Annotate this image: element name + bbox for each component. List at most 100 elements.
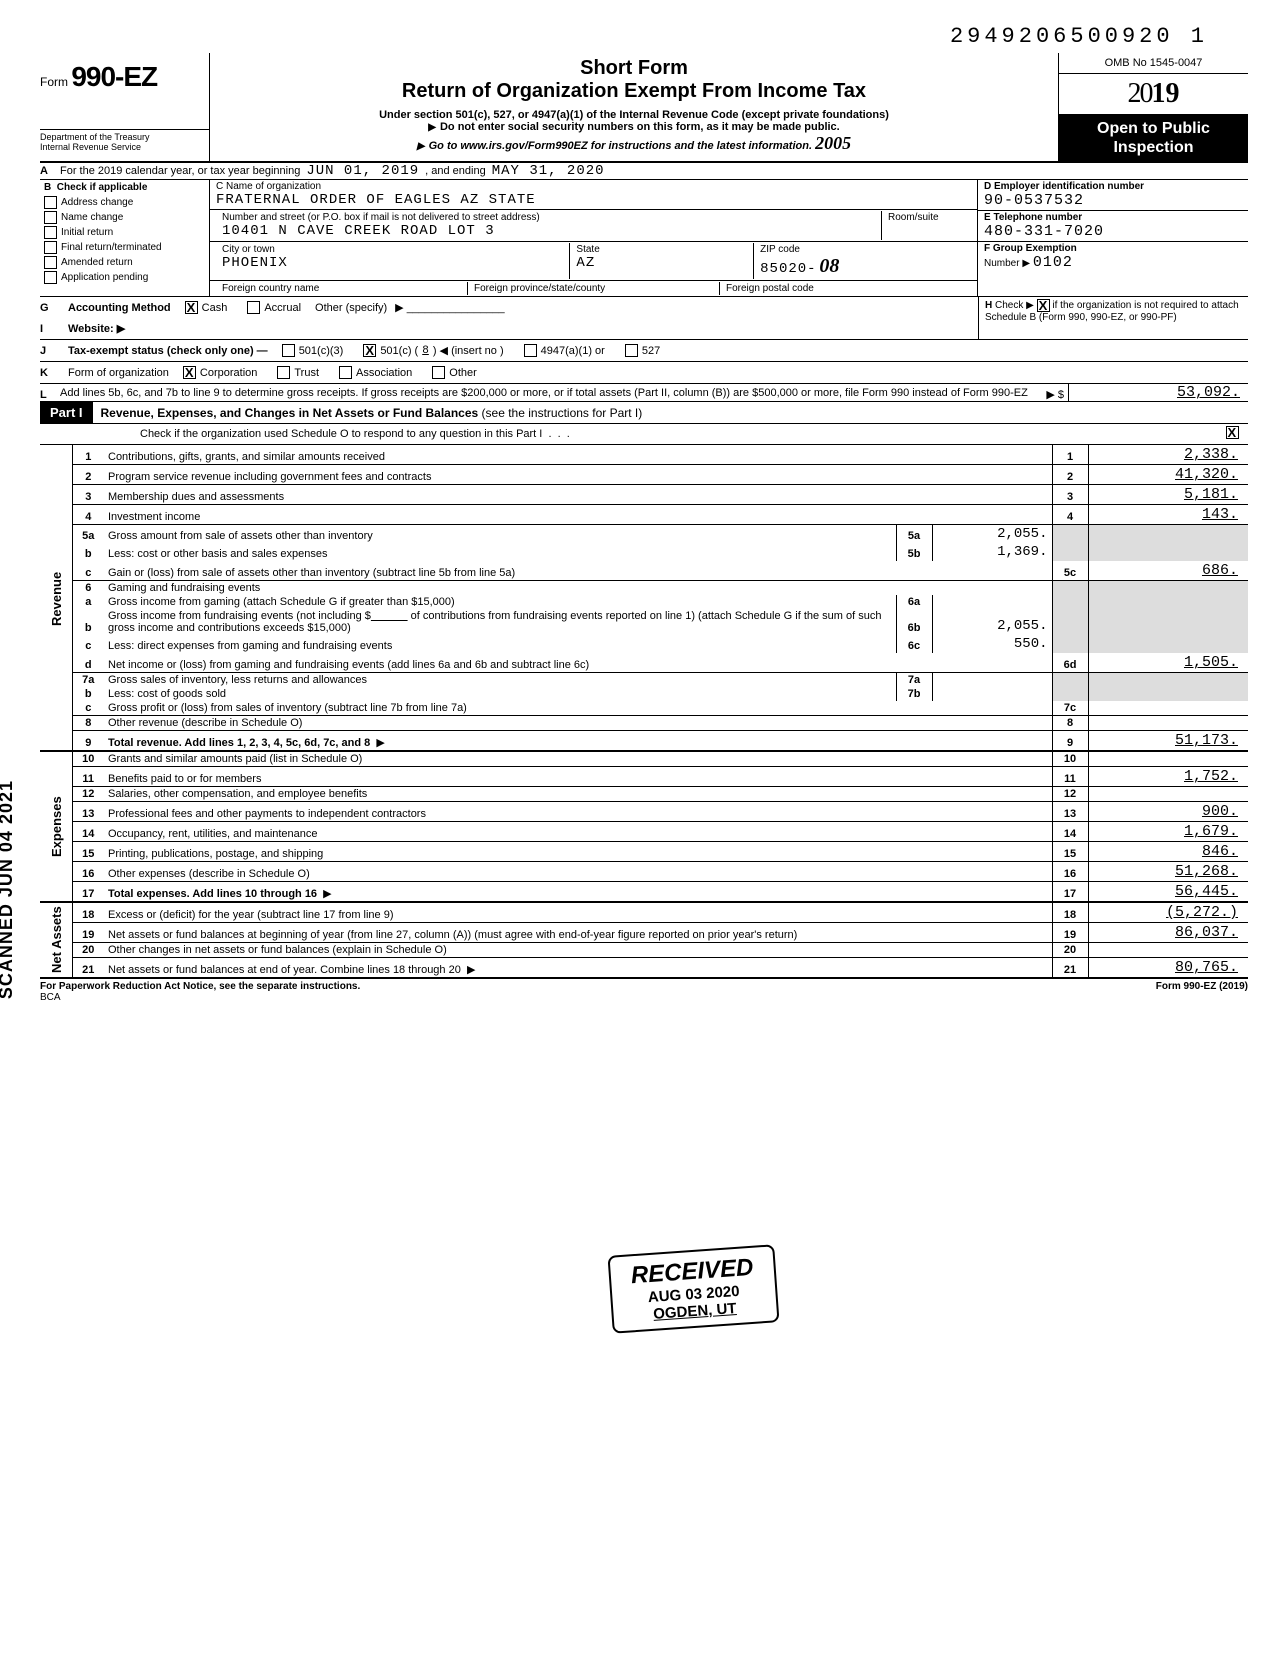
row-a-text-mid: , and ending <box>425 165 486 177</box>
received-date: AUG 03 2020 <box>632 1282 756 1308</box>
line-7a-amount <box>932 673 1052 688</box>
form-header: Form 990-EZ Department of the Treasury I… <box>40 53 1248 163</box>
group-exemption-number: 0102 <box>1033 254 1073 271</box>
line-15-amount: 846. <box>1088 842 1248 862</box>
chk-trust[interactable] <box>277 366 290 379</box>
form-number-cell: Form 990-EZ Department of the Treasury I… <box>40 53 210 161</box>
title-under-section: Under section 501(c), 527, or 4947(a)(1)… <box>220 109 1048 121</box>
ein-label: D Employer identification number <box>984 181 1242 192</box>
state-label: State <box>576 244 747 255</box>
chk-accrual[interactable] <box>247 301 260 314</box>
footer: For Paperwork Reduction Act Notice, see … <box>40 979 1248 1003</box>
title-short-form: Short Form <box>220 57 1048 80</box>
chk-application-pending[interactable]: Application pending <box>40 270 209 285</box>
org-name-label: C Name of organization <box>216 181 971 192</box>
line-16-amount: 51,268. <box>1088 862 1248 882</box>
line-5a-desc: Gross amount from sale of assets other t… <box>104 525 896 544</box>
ein: 90-0537532 <box>984 192 1242 209</box>
identity-block: B Check if applicable Address change Nam… <box>40 180 1248 297</box>
tax-year-begin: JUN 01, 2019 <box>300 163 425 179</box>
irs-label: Internal Revenue Service <box>40 142 209 152</box>
chk-schedule-o-part1[interactable] <box>1226 426 1239 439</box>
tax-year: 2019 <box>1059 74 1248 115</box>
chk-527[interactable] <box>625 344 638 357</box>
line-16-desc: Other expenses (describe in Schedule O) <box>104 862 1052 882</box>
line-21-amount: 80,765. <box>1088 958 1248 979</box>
chk-name-change[interactable]: Name change <box>40 210 209 225</box>
goto-handwritten: 2005 <box>815 133 851 153</box>
line-6a-desc: Gross income from gaming (attach Schedul… <box>104 595 896 609</box>
chk-501c[interactable] <box>363 344 376 357</box>
omb-cell: OMB No 1545-0047 2019 Open to Public Ins… <box>1058 53 1248 161</box>
chk-initial-return[interactable]: Initial return <box>40 225 209 240</box>
chk-cash[interactable] <box>185 301 198 314</box>
line-7c-desc: Gross profit or (loss) from sales of inv… <box>104 701 1052 716</box>
line-5a-amount: 2,055. <box>932 525 1052 544</box>
501c-insert-no: 8 <box>422 345 429 357</box>
line-7b-desc: Less: cost of goods sold <box>104 687 896 701</box>
org-city: PHOENIX <box>222 255 563 271</box>
line-14-desc: Occupancy, rent, utilities, and maintena… <box>104 822 1052 842</box>
part-i-title-rest: (see the instructions for Part I) <box>482 406 643 420</box>
line-18-amount: (5,272.) <box>1088 902 1248 923</box>
form-footer-label: Form 990-EZ (2019) <box>1156 981 1248 1003</box>
org-zip-hand: 08 <box>819 255 839 277</box>
line-6c-amount: 550. <box>932 635 1052 653</box>
document-id-stamp: 2949206500920 1 <box>40 24 1248 49</box>
line-14-amount: 1,679. <box>1088 822 1248 842</box>
line-17-amount: 56,445. <box>1088 882 1248 903</box>
line-4-amount: 143. <box>1088 505 1248 525</box>
tel-label: E Telephone number <box>984 212 1242 223</box>
row-a-text-pre: For the 2019 calendar year, or tax year … <box>60 165 300 177</box>
line-13-desc: Professional fees and other payments to … <box>104 802 1052 822</box>
chk-association[interactable] <box>339 366 352 379</box>
line-5b-amount: 1,369. <box>932 543 1052 561</box>
chk-4947a1[interactable] <box>524 344 537 357</box>
financial-table: Revenue 1 Contributions, gifts, grants, … <box>40 445 1248 979</box>
line-2-desc: Program service revenue including govern… <box>104 465 1052 485</box>
tax-year-end: MAY 31, 2020 <box>486 163 611 179</box>
side-label-expenses: Expenses <box>40 751 72 902</box>
room-label: Room/suite <box>888 212 965 223</box>
line-12-amount <box>1088 787 1248 802</box>
line-15-desc: Printing, publications, postage, and shi… <box>104 842 1052 862</box>
omb-number: OMB No 1545-0047 <box>1059 53 1248 74</box>
line-19-desc: Net assets or fund balances at beginning… <box>104 923 1052 943</box>
telephone: 480-331-7020 <box>984 223 1242 240</box>
line-10-amount <box>1088 751 1248 767</box>
org-state: AZ <box>576 255 747 271</box>
received-title: RECEIVED <box>630 1254 754 1290</box>
row-g-accounting: G Accounting Method Cash Accrual Other (… <box>40 297 978 318</box>
side-label-netassets: Net Assets <box>40 902 72 978</box>
addr-label: Number and street (or P.O. box if mail i… <box>222 212 875 223</box>
row-i-website: I Website: ▶ <box>40 318 978 339</box>
title-goto: Go to www.irs.gov/Form990EZ for instruct… <box>417 140 812 152</box>
chk-final-return[interactable]: Final return/terminated <box>40 240 209 255</box>
chk-amended-return[interactable]: Amended return <box>40 255 209 270</box>
chk-corporation[interactable] <box>183 366 196 379</box>
open-to-public: Open to Public Inspection <box>1059 115 1248 161</box>
part-i-badge: Part I <box>40 402 93 423</box>
paperwork-notice: For Paperwork Reduction Act Notice, see … <box>40 981 360 992</box>
line-5b-desc: Less: cost or other basis and sales expe… <box>104 543 896 561</box>
title-return: Return of Organization Exempt From Incom… <box>220 80 1048 103</box>
line-17-desc: Total expenses. Add lines 10 through 16 … <box>104 882 1052 903</box>
line-10-desc: Grants and similar amounts paid (list in… <box>104 751 1052 767</box>
line-7c-amount <box>1088 701 1248 716</box>
side-label-revenue: Revenue <box>40 445 72 751</box>
line-6b-desc: Gross income from fundraising events (no… <box>104 609 896 635</box>
received-city: OGDEN, UT <box>633 1299 757 1325</box>
foreign-postal-label: Foreign postal code <box>726 283 965 294</box>
chk-501c3[interactable] <box>282 344 295 357</box>
line-6-desc: Gaming and fundraising events <box>104 581 1052 596</box>
line-1-amount: 2,338. <box>1088 445 1248 465</box>
row-a-tax-period: A For the 2019 calendar year, or tax yea… <box>40 163 1248 180</box>
chk-address-change[interactable]: Address change <box>40 195 209 210</box>
chk-schedule-b[interactable] <box>1037 299 1050 312</box>
line-1-desc: Contributions, gifts, grants, and simila… <box>104 445 1052 465</box>
scanned-stamp: SCANNED JUN 04 2021 <box>0 780 17 999</box>
col-b-checkboxes: B Check if applicable Address change Nam… <box>40 180 210 296</box>
zip-label: ZIP code <box>760 244 965 255</box>
line-7b-amount <box>932 687 1052 701</box>
chk-other-org[interactable] <box>432 366 445 379</box>
